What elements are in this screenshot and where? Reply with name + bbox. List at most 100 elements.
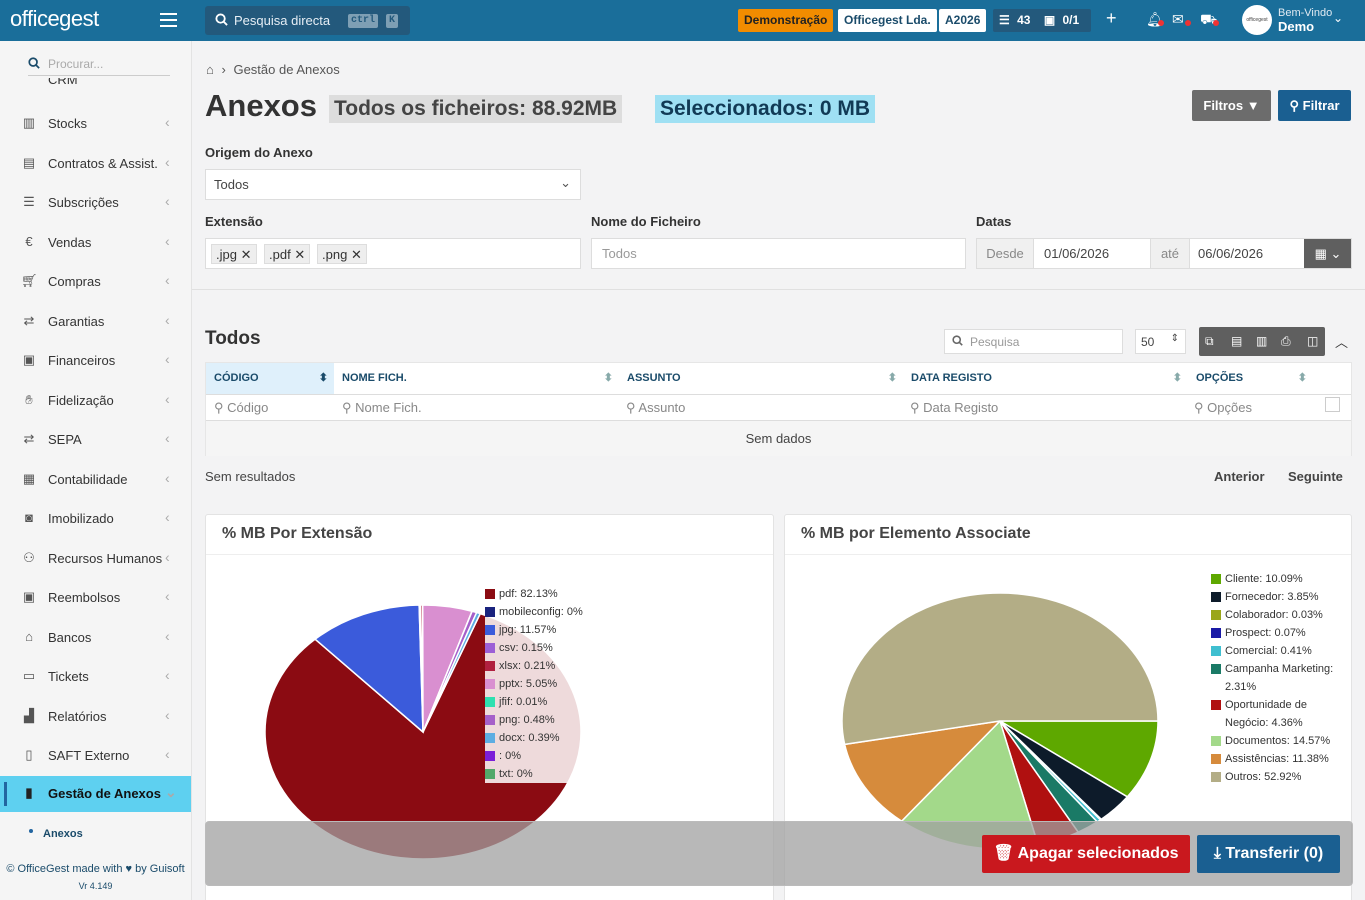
print-icon[interactable]: ⎙ xyxy=(1281,334,1291,348)
sidebar-item-reembolsos[interactable]: ▣ Reembolsos ‹ xyxy=(0,580,191,616)
close-icon[interactable]: ✕ xyxy=(350,247,362,262)
sidebar-item-crm[interactable]: CRM xyxy=(48,78,78,87)
legend-item[interactable]: Documentos: 14.57% xyxy=(1211,732,1341,750)
legend-item[interactable]: Oportunidade de Negócio: 4.36% xyxy=(1211,696,1341,732)
filename-input[interactable]: Todos xyxy=(591,238,966,269)
legend-item[interactable]: Campanha Marketing: 2.31% xyxy=(1211,660,1341,696)
filter-filename[interactable]: ⚲ Nome Fich. xyxy=(342,400,422,415)
sidebar-item-stocks[interactable]: ▥ Stocks ‹ xyxy=(0,106,191,142)
legend-item[interactable]: Cliente: 10.09% xyxy=(1211,570,1341,588)
sidebar-item-tickets[interactable]: ▭ Tickets ‹ xyxy=(0,659,191,695)
legend-item[interactable]: Fornecedor: 3.85% xyxy=(1211,588,1341,606)
legend-item[interactable]: png: 0.48% xyxy=(485,711,583,729)
legend-item[interactable]: Comercial: 0.41% xyxy=(1211,642,1341,660)
docs-icon[interactable]: ▣ xyxy=(1043,13,1056,27)
sidebar-item-bancos[interactable]: ⌂ Bancos ‹ xyxy=(0,620,191,656)
pie-slice[interactable] xyxy=(422,611,482,733)
filters-button[interactable]: Filtros ▼ xyxy=(1192,90,1271,121)
to-date-input[interactable]: 06/06/2026 xyxy=(1198,246,1264,261)
home-icon[interactable]: ⌂ xyxy=(206,62,214,77)
legend-item[interactable]: pptx: 5.05% xyxy=(485,675,583,693)
next-page-button[interactable]: Seguinte xyxy=(1288,469,1343,484)
column-header-code[interactable]: CÓDIGO ⬍ xyxy=(206,363,334,394)
sidebar-item-compras[interactable]: 🛒︎ Compras ‹ xyxy=(0,264,191,300)
from-date-input[interactable]: 01/06/2026 xyxy=(1044,246,1110,261)
sidebar-item-garantias[interactable]: ⇄ Garantias ‹ xyxy=(0,304,191,340)
column-header-date[interactable]: DATA REGISTO ⬍ xyxy=(903,363,1188,394)
sidebar-search[interactable]: Procurar... xyxy=(28,54,170,76)
extension-tag[interactable]: .pdf ✕ xyxy=(264,244,311,264)
sidebar-item-sepa[interactable]: ⇄ SEPA ‹ xyxy=(0,422,191,458)
company-badge[interactable]: Officegest Lda. xyxy=(838,9,937,32)
legend-item[interactable]: Assistências: 11.38% xyxy=(1211,750,1341,768)
pie-slice[interactable] xyxy=(841,592,1159,746)
pie-slice[interactable] xyxy=(843,719,1003,823)
sidebar-item-relat-rios[interactable]: ▟ Relatórios ‹ xyxy=(0,699,191,735)
sidebar-item-fideliza-o[interactable]: ✋︎ Fidelização ‹ xyxy=(0,383,191,419)
legend-item[interactable]: jfif: 0.01% xyxy=(485,693,583,711)
tasks-icon[interactable]: ☰ xyxy=(999,13,1010,27)
footer-credits[interactable]: © OfficeGest made with ♥ by Guisoft xyxy=(6,863,185,875)
legend-item[interactable]: jpg: 11.57% xyxy=(485,621,583,639)
legend-item[interactable]: Prospect: 0.07% xyxy=(1211,624,1341,642)
table-search-input[interactable]: Pesquisa xyxy=(944,329,1123,354)
menu-toggle-icon[interactable] xyxy=(160,13,177,27)
sidebar-item-imobilizado[interactable]: ◙ Imobilizado ‹ xyxy=(0,501,191,537)
pdf-icon[interactable]: ▥ xyxy=(1256,334,1268,348)
legend-item[interactable]: Colaborador: 0.03% xyxy=(1211,606,1341,624)
close-icon[interactable]: ✕ xyxy=(240,247,252,262)
sidebar-item-financeiros[interactable]: ▣ Financeiros ‹ xyxy=(0,343,191,379)
pie-slice[interactable] xyxy=(313,604,424,734)
extension-tag[interactable]: .jpg ✕ xyxy=(211,244,257,264)
pie-slice[interactable] xyxy=(997,720,1159,798)
previous-page-button[interactable]: Anterior xyxy=(1214,469,1265,484)
extension-tag[interactable]: .png ✕ xyxy=(317,244,367,264)
docs-count[interactable]: 0/1 xyxy=(1062,13,1080,27)
chevron-down-icon[interactable]: ⌄ xyxy=(1333,11,1344,25)
legend-item[interactable]: csv: 0.15% xyxy=(485,639,583,657)
legend-item[interactable]: xlsx: 0.21% xyxy=(485,657,583,675)
delete-selected-button[interactable]: 🗑︎ Apagar selecionados xyxy=(982,835,1190,873)
download-button[interactable]: ⤓ Transferir (0) xyxy=(1197,835,1340,873)
close-icon[interactable]: ✕ xyxy=(294,247,306,262)
origin-select[interactable]: Todos ⌄ xyxy=(205,169,581,200)
year-badge[interactable]: A2026 xyxy=(939,9,987,32)
sidebar-item-recursos-humanos[interactable]: ⚇ Recursos Humanos ‹ xyxy=(0,541,191,577)
page-size-select[interactable]: 50 ⇕ xyxy=(1135,329,1186,354)
plus-icon[interactable]: + xyxy=(1106,8,1117,28)
legend-item[interactable]: txt: 0% xyxy=(485,765,583,783)
logo[interactable]: officegest xyxy=(10,6,99,31)
excel-icon[interactable]: ▤ xyxy=(1231,334,1243,348)
sidebar-item-subscri-es[interactable]: ☰ Subscrições ‹ xyxy=(0,185,191,221)
column-header-subject[interactable]: ASSUNTO ⬍ xyxy=(619,363,903,394)
collapse-icon[interactable]: ︿ xyxy=(1335,335,1349,350)
sidebar-item-contabilidade[interactable]: ▦ Contabilidade ‹ xyxy=(0,462,191,498)
legend-item[interactable]: docx: 0.39% xyxy=(485,729,583,747)
tasks-count[interactable]: 43 xyxy=(1017,13,1031,27)
legend-item[interactable]: : 0% xyxy=(485,747,583,765)
user-name[interactable]: Demo xyxy=(1278,19,1315,34)
legend-item[interactable]: pdf: 82.13% xyxy=(485,585,583,603)
copy-icon[interactable]: ⧉ xyxy=(1205,334,1214,348)
legend-item[interactable]: Outros: 52.92% xyxy=(1211,768,1341,786)
column-header-filename[interactable]: NOME FICH. ⬍ xyxy=(334,363,619,394)
sidebar-subitem-anexos[interactable]: Anexos xyxy=(43,828,83,840)
demo-badge[interactable]: Demonstração xyxy=(738,9,834,32)
column-header-options[interactable]: OPÇÕES ⬍ xyxy=(1188,363,1313,394)
columns-icon[interactable]: ◫ xyxy=(1307,334,1319,348)
mail-icon[interactable]: ✉ xyxy=(1172,11,1184,27)
sidebar-item-saft-externo[interactable]: ▯ SAFT Externo ‹ xyxy=(0,738,191,774)
filter-code[interactable]: ⚲ Código xyxy=(214,400,269,415)
avatar[interactable]: officegest xyxy=(1242,5,1272,35)
sidebar-item-contratos-assist-[interactable]: ▤ Contratos & Assist. ‹ xyxy=(0,146,191,182)
legend-item[interactable]: mobileconfig: 0% xyxy=(485,603,583,621)
calendar-icon[interactable]: ▦ ⌄ xyxy=(1304,239,1351,268)
sidebar-item-vendas[interactable]: € Vendas ‹ xyxy=(0,225,191,261)
select-all-checkbox[interactable] xyxy=(1325,397,1340,412)
filter-button[interactable]: ⚲ Filtrar xyxy=(1278,90,1351,121)
sidebar-item-gestao-anexos[interactable]: ▮ Gestão de Anexos ⌄ xyxy=(0,776,191,812)
filter-date[interactable]: ⚲ Data Registo xyxy=(910,400,999,415)
filter-subject[interactable]: ⚲ Assunto xyxy=(626,400,686,415)
global-search[interactable]: Pesquisa directa ctrl K xyxy=(205,6,410,35)
filter-options[interactable]: ⚲ Opções xyxy=(1194,400,1252,415)
